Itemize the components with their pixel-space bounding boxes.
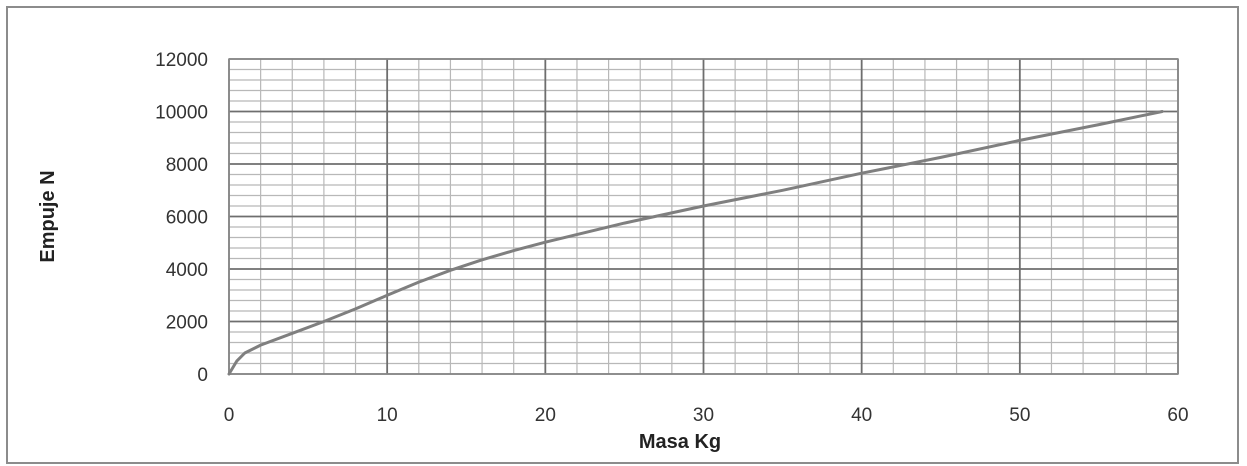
y-tick-label: 0 — [197, 365, 208, 386]
x-tick-label: 50 — [1009, 405, 1030, 426]
y-axis-title: Empuje N — [37, 170, 59, 262]
x-tick-label: 20 — [535, 405, 556, 426]
y-tick-label: 6000 — [166, 208, 208, 229]
y-tick-label: 8000 — [166, 155, 208, 176]
series-line — [227, 110, 1164, 376]
x-tick-label: 10 — [377, 405, 398, 426]
x-tick-label: 30 — [693, 405, 714, 426]
x-tick-label: 60 — [1167, 405, 1188, 426]
x-axis-title: Masa Kg — [639, 431, 721, 453]
y-axis-ticks: 0 2000 4000 6000 8000 10000 12000 — [155, 50, 208, 386]
x-axis-ticks: 0 10 20 30 40 50 60 — [224, 405, 1189, 426]
x-tick-label: 0 — [224, 405, 235, 426]
major-gridlines — [228, 58, 1179, 375]
x-tick-label: 40 — [851, 405, 872, 426]
y-tick-label: 2000 — [166, 313, 208, 334]
y-tick-label: 12000 — [155, 50, 208, 71]
y-tick-label: 10000 — [155, 103, 208, 124]
chart-frame — [6, 6, 1239, 464]
y-tick-label: 4000 — [166, 260, 208, 281]
plot-area-border — [228, 58, 1179, 375]
